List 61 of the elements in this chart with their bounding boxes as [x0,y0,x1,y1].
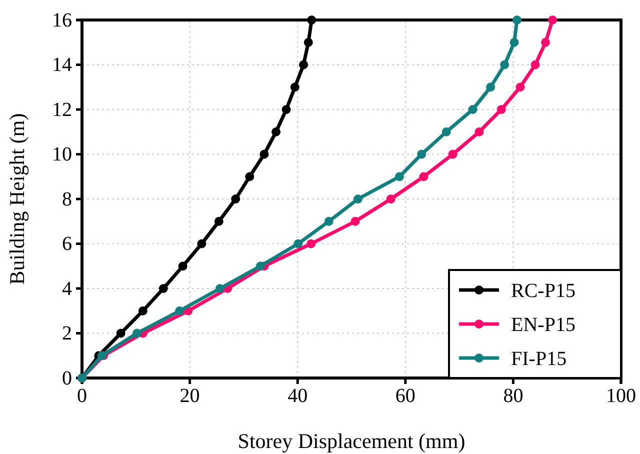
point [245,172,254,182]
y-tick-label: 14 [52,54,72,76]
point [138,306,148,316]
point [541,38,550,47]
x-tick-label: 60 [395,385,416,408]
legend-label: FI-P15 [511,348,567,370]
point [474,127,484,136]
point [386,194,396,204]
y-axis-title: Building Height (m) [5,113,29,285]
point [175,306,184,316]
y-tick-label: 2 [62,322,72,345]
point [324,216,334,226]
x-tick-label: 20 [180,385,200,408]
point [448,150,458,159]
point [442,127,451,136]
point [496,105,506,114]
point [294,239,303,248]
point [272,127,281,136]
y-tick-label: 4 [62,278,72,300]
point [307,16,316,24]
point [516,82,525,92]
point [468,105,478,114]
point [530,60,540,70]
point [214,216,224,226]
y-tick-label: 8 [62,188,72,210]
point [353,194,362,204]
point [306,239,316,248]
x-tick-label: 40 [288,385,308,408]
point [548,16,558,24]
x-tick-label: 0 [77,385,87,408]
y-tick-label: 0 [62,367,72,390]
point [304,38,313,47]
point [394,172,404,182]
point [231,194,240,204]
point [282,105,291,114]
point [290,82,300,92]
y-tick-label: 10 [52,144,72,166]
point [419,172,428,182]
point [158,284,168,293]
point [417,150,426,159]
point [197,239,206,248]
x-tick-label: 100 [606,385,636,408]
point [178,262,188,271]
point [350,216,360,226]
point [512,16,522,24]
point [510,38,519,47]
legend-label: EN-P15 [511,314,576,336]
point [132,328,142,338]
x-tick-label: 80 [503,385,524,408]
point [299,60,308,70]
y-tick-label: 6 [62,233,72,256]
point [260,150,269,159]
y-tick-label: 16 [52,9,72,32]
point [500,60,510,70]
y-tick-label: 12 [52,98,72,121]
x-axis-title: Storey Displacement (mm) [238,429,466,453]
legend-label: RC-P15 [511,280,576,302]
point [116,328,126,338]
point [256,262,265,271]
point [215,284,224,293]
point [486,82,496,92]
